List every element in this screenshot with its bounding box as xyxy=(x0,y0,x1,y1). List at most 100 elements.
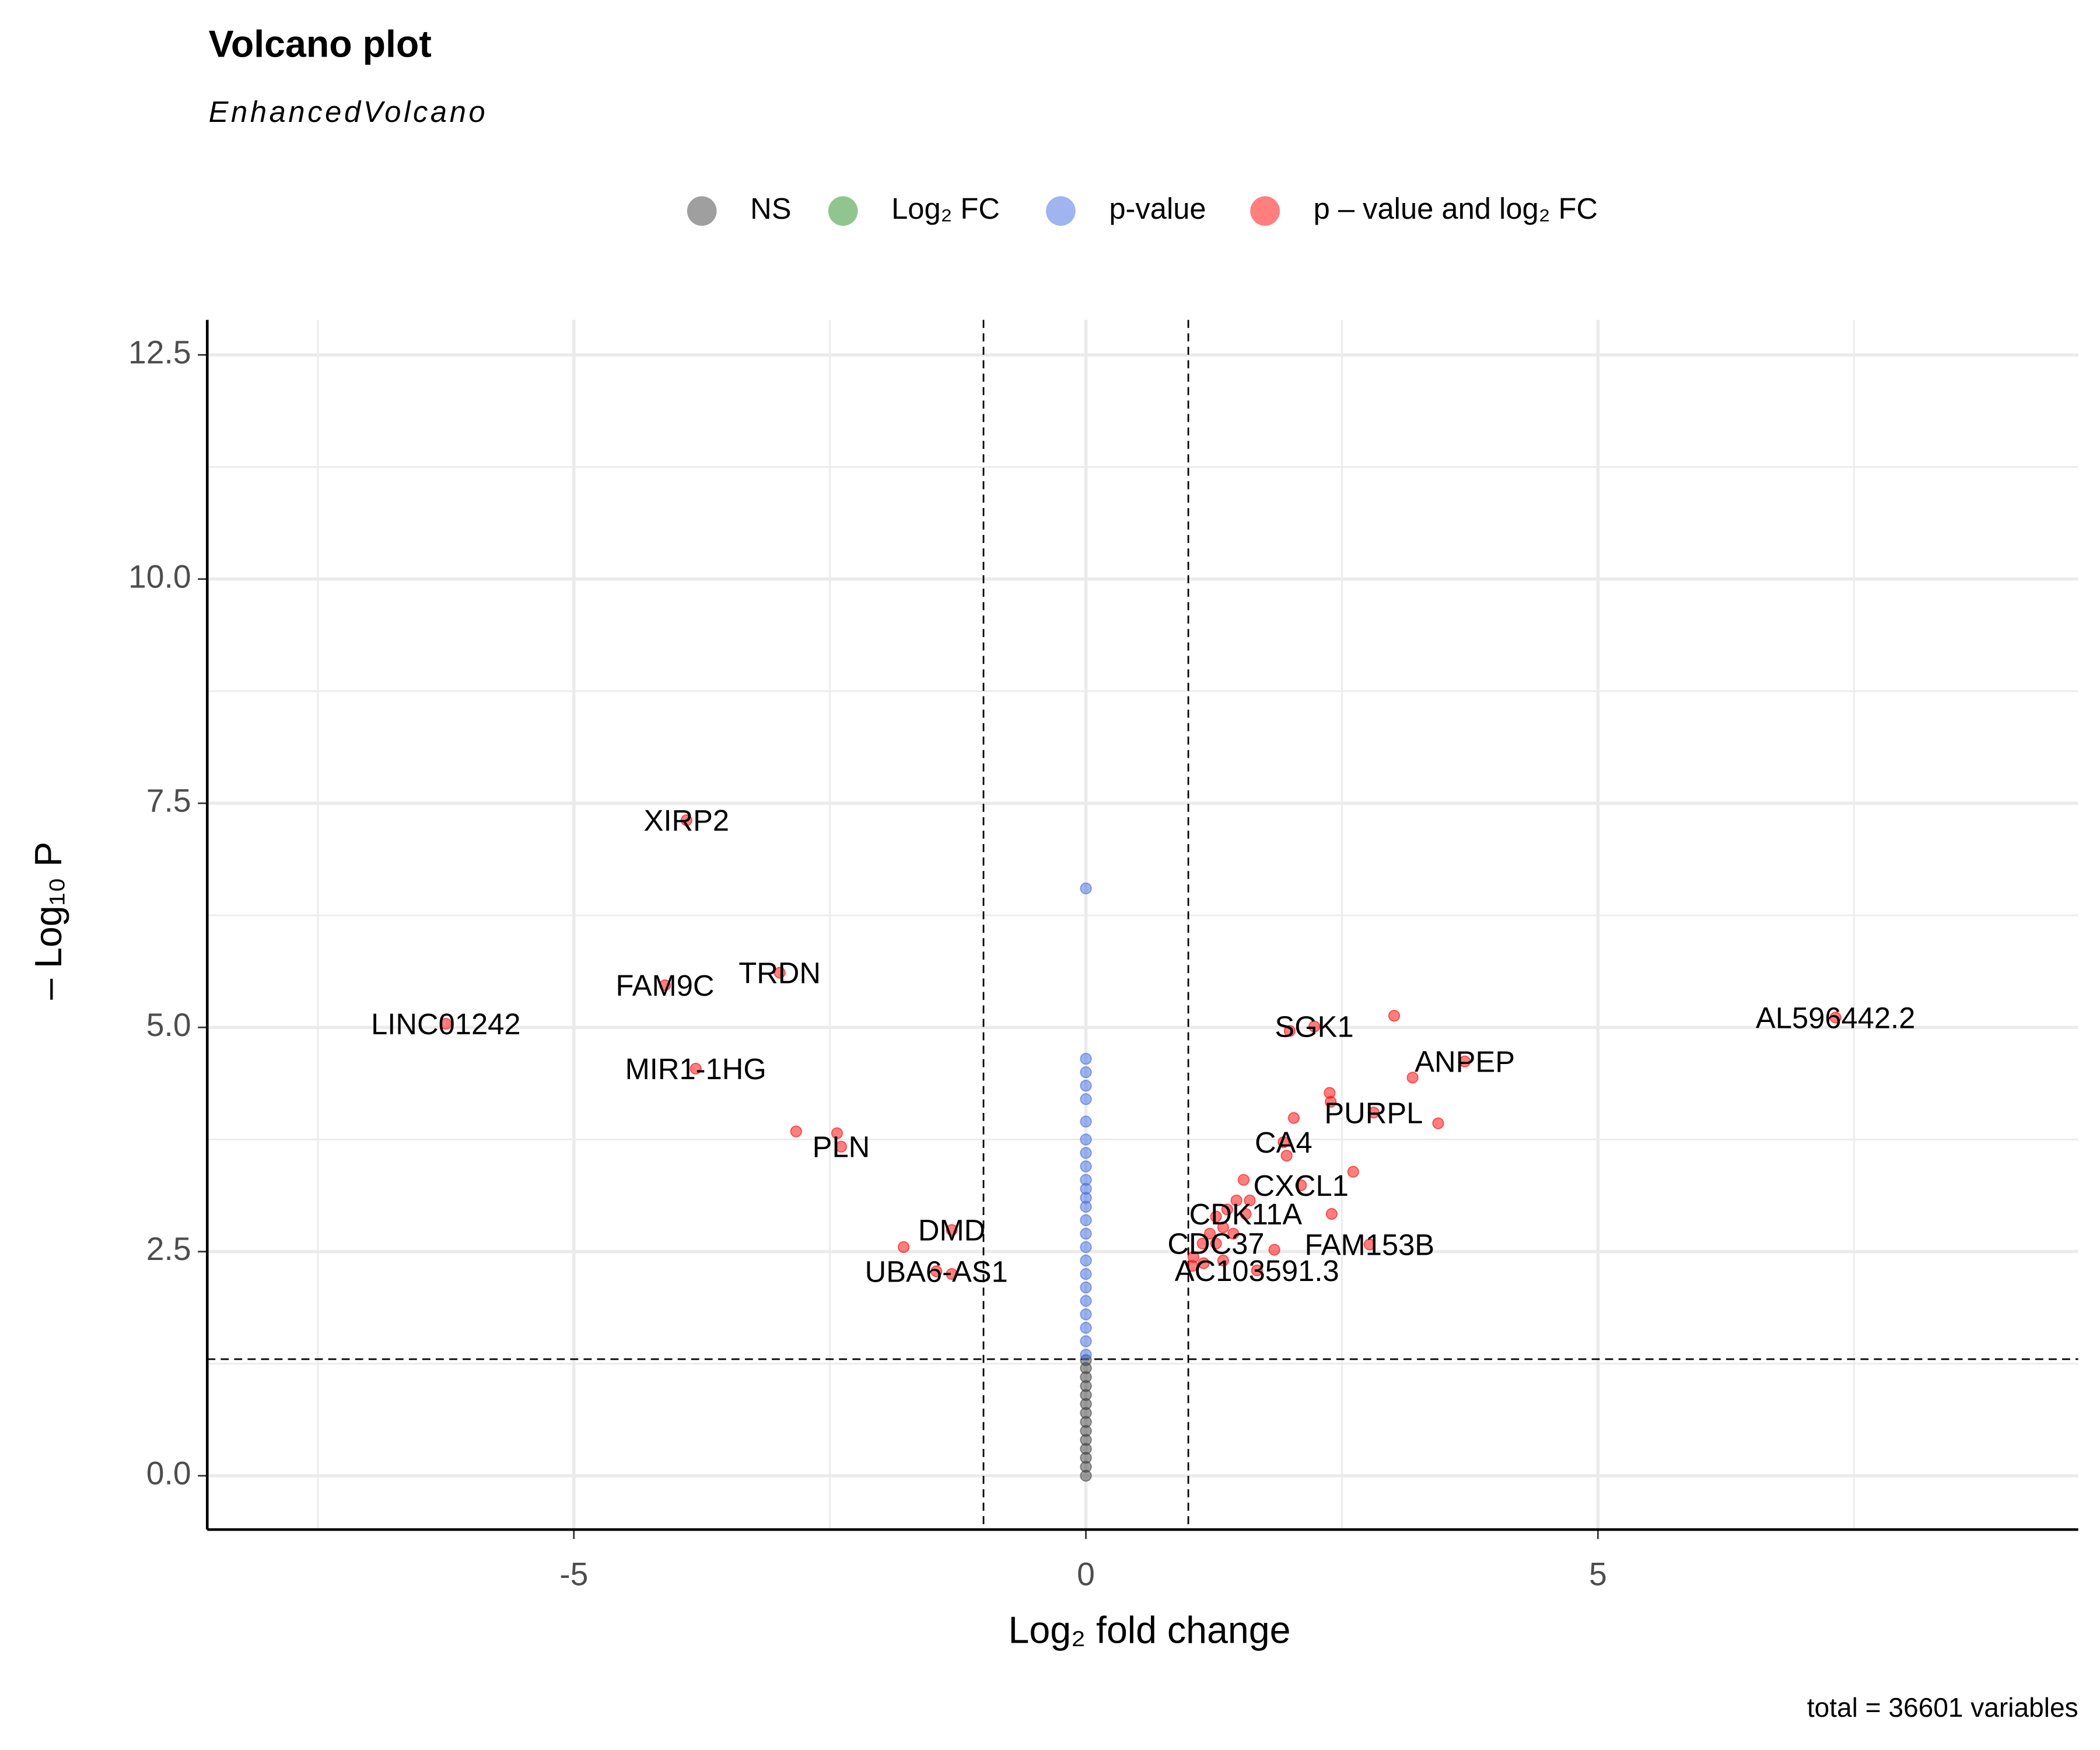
point xyxy=(1240,1208,1252,1220)
point-label: AL596442.2 xyxy=(1756,1001,1915,1034)
point xyxy=(690,1062,702,1075)
point xyxy=(1221,1203,1233,1216)
point xyxy=(1080,1147,1092,1159)
point xyxy=(1210,1237,1222,1250)
y-tick-label: 0.0 xyxy=(146,1455,191,1491)
y-tick-label: 2.5 xyxy=(146,1231,191,1267)
point xyxy=(1080,1160,1092,1172)
point xyxy=(1388,1010,1401,1022)
point xyxy=(1217,1254,1229,1267)
point xyxy=(897,1241,910,1254)
point xyxy=(1080,1308,1092,1321)
point xyxy=(659,979,671,992)
point xyxy=(1080,1066,1092,1079)
y-axis-title: – Log₁₀ P xyxy=(27,842,69,1000)
chart-subtitle: EnhancedVolcano xyxy=(209,95,488,128)
point xyxy=(831,1127,844,1139)
legend-label: p-value xyxy=(1109,192,1206,225)
point xyxy=(946,1268,958,1280)
point xyxy=(1227,1227,1240,1240)
point xyxy=(1080,1093,1092,1105)
axes: -5 0 5 0.0 2.5 5.0 7.5 10.0 12.5 xyxy=(128,320,2078,1592)
point-label: XIRP2 xyxy=(644,804,730,837)
point xyxy=(1080,1214,1092,1226)
point xyxy=(1080,1349,1092,1361)
point xyxy=(440,1017,452,1030)
point xyxy=(946,1224,958,1236)
point xyxy=(1829,1012,1842,1024)
point xyxy=(1308,1020,1321,1032)
y-tick-label: 7.5 xyxy=(146,783,191,819)
point xyxy=(1198,1257,1210,1269)
point xyxy=(1406,1072,1419,1084)
point xyxy=(1278,1136,1290,1149)
legend-label: Log₂ FC xyxy=(891,192,1000,225)
point-label: TRDN xyxy=(738,956,821,989)
legend: NS Log₂ FC p-value p – value and log₂ FC xyxy=(687,192,1598,226)
point xyxy=(1186,1260,1199,1272)
point xyxy=(1295,1179,1307,1191)
point-label: SGK1 xyxy=(1275,1010,1353,1044)
y-tick-label: 5.0 xyxy=(146,1007,191,1043)
point xyxy=(835,1140,848,1153)
point xyxy=(1367,1107,1380,1119)
point xyxy=(1080,1281,1092,1294)
point xyxy=(1080,1115,1092,1128)
point-label: CDC37 xyxy=(1167,1227,1264,1261)
point xyxy=(1347,1166,1359,1178)
point-label: FAM9C xyxy=(616,969,715,1002)
legend-swatch xyxy=(828,196,858,226)
point xyxy=(1237,1174,1250,1186)
point xyxy=(1324,1096,1337,1108)
point-labels: XIRP2 TRDN FAM9C LINC01242 MIR1-1HG PLN DMD UBA… xyxy=(371,804,1915,1288)
point-label: PLN xyxy=(813,1130,870,1164)
point-label: CA4 xyxy=(1255,1126,1312,1159)
point-label: PURPL xyxy=(1324,1096,1423,1129)
point xyxy=(1363,1238,1376,1251)
x-axis-title: Log₂ fold change xyxy=(1008,1609,1290,1651)
point xyxy=(1080,882,1092,895)
point xyxy=(1080,1080,1092,1092)
point xyxy=(1080,1322,1092,1334)
point xyxy=(1203,1227,1216,1240)
point xyxy=(1080,1227,1092,1240)
point-label: DMD xyxy=(918,1214,985,1247)
grid xyxy=(207,320,2078,1530)
point xyxy=(1080,1241,1092,1254)
point xyxy=(1432,1117,1444,1129)
point xyxy=(1080,1052,1092,1065)
point-label: MIR1-1HG xyxy=(625,1052,766,1086)
point-label: CDK11A xyxy=(1189,1198,1303,1231)
y-tick-label: 10.0 xyxy=(128,558,191,594)
point-label: LINC01242 xyxy=(371,1007,520,1041)
point xyxy=(1283,1025,1296,1037)
point xyxy=(1080,1335,1092,1348)
point xyxy=(1244,1194,1256,1207)
point xyxy=(1080,1268,1092,1280)
point-label: FAM153B xyxy=(1305,1228,1435,1261)
point-label: AC103591.3 xyxy=(1175,1254,1339,1287)
y-tick-label: 12.5 xyxy=(128,334,191,370)
point xyxy=(1458,1055,1471,1068)
legend-label: NS xyxy=(750,192,791,225)
x-tick-label: -5 xyxy=(559,1556,588,1592)
point xyxy=(1080,1174,1092,1186)
point xyxy=(1080,1294,1092,1307)
point xyxy=(1230,1194,1242,1207)
caption: total = 36601 variables xyxy=(1807,1692,2078,1723)
point xyxy=(790,1125,802,1138)
point-label: ANPEP xyxy=(1415,1045,1515,1079)
point-label: CXCL1 xyxy=(1254,1169,1349,1202)
point xyxy=(1080,1254,1092,1267)
points xyxy=(440,814,1842,1482)
legend-swatch xyxy=(1250,196,1280,226)
point xyxy=(1325,1208,1338,1220)
point xyxy=(1080,1133,1092,1146)
point xyxy=(1217,1221,1229,1234)
legend-label: p – value and log₂ FC xyxy=(1314,192,1598,225)
x-tick-label: 5 xyxy=(1589,1556,1607,1592)
point xyxy=(930,1265,943,1278)
point xyxy=(774,967,786,979)
